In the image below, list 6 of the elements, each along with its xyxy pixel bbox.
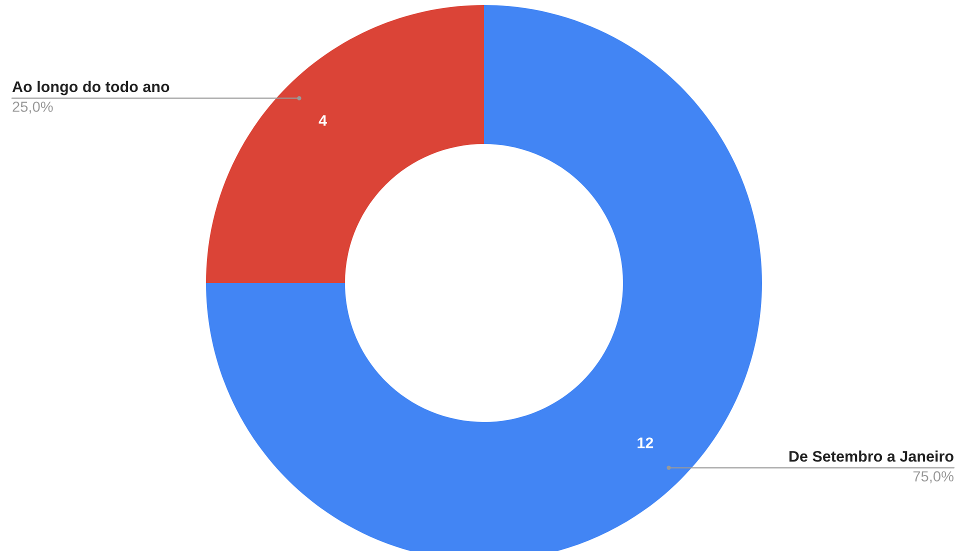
data-label: 12: [638, 437, 654, 448]
text: 75,0%: [913, 471, 954, 484]
text: 25,0%: [12, 102, 53, 114]
slice-label: Ao longo do todo ano: [12, 80, 170, 96]
slice-label: De Setembro a Janeiro: [789, 450, 954, 462]
data-label: 4: [318, 115, 327, 126]
